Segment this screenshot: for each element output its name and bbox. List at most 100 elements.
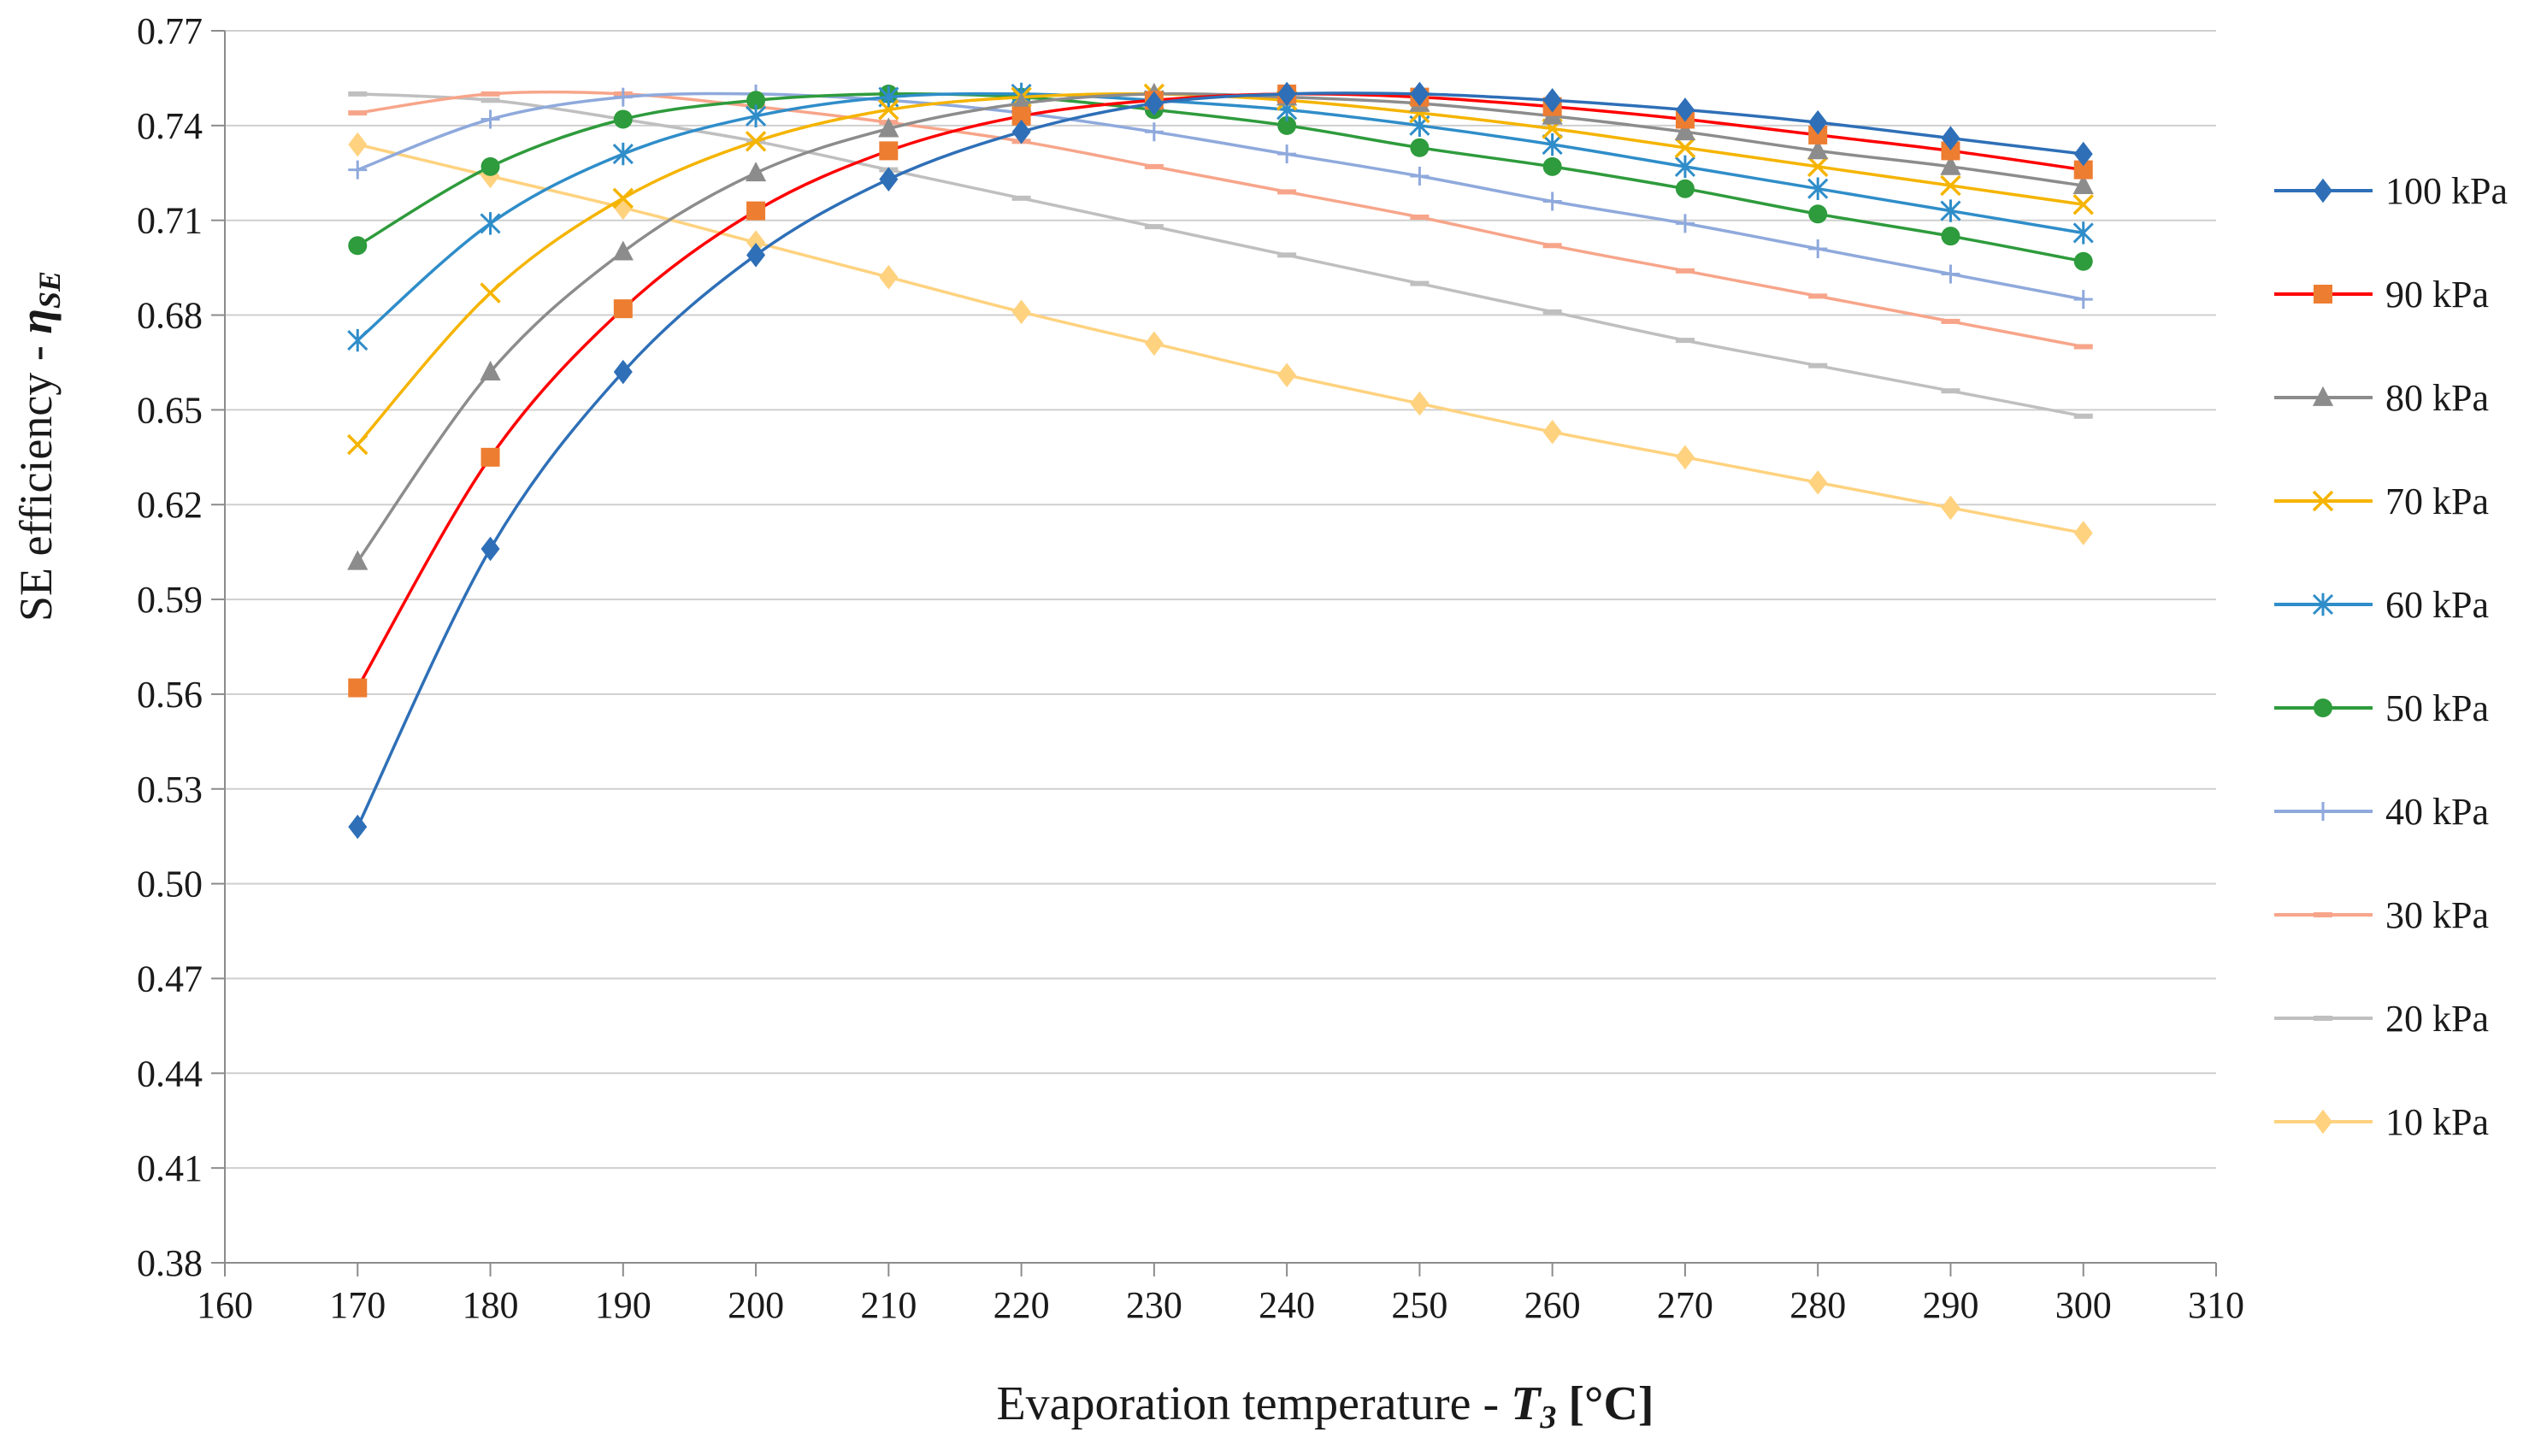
data-point: [613, 359, 633, 385]
data-point: [1542, 309, 1562, 315]
legend-entry: 70 kPa: [2274, 480, 2489, 522]
data-point: [348, 91, 368, 97]
series-line: [356, 92, 2084, 689]
data-point: [480, 91, 500, 97]
x-tick-label: 240: [1259, 1284, 1315, 1326]
data-point: [1808, 293, 1828, 299]
data-point: [1410, 280, 1430, 286]
legend-swatch-marker: [2312, 592, 2334, 616]
data-point: [878, 117, 899, 138]
data-point: [1940, 199, 1961, 222]
series-line: [357, 143, 2084, 535]
x-tick-label: 190: [595, 1284, 651, 1326]
data-point: [480, 156, 500, 176]
legend-swatch-marker: [2314, 178, 2332, 203]
data-point: [1011, 106, 1031, 126]
legend-entry: 40 kPa: [2274, 791, 2489, 833]
data-point: [2072, 174, 2094, 194]
series-50-kpa: [348, 84, 2093, 271]
series-20-kpa: [348, 91, 2093, 419]
y-tick-label: 0.44: [137, 1052, 203, 1094]
legend-entry: 80 kPa: [2274, 377, 2489, 419]
data-point: [480, 212, 501, 235]
data-point: [1674, 137, 1696, 158]
y-tick-label: 0.77: [137, 10, 203, 52]
data-point: [347, 433, 368, 456]
data-point: [2073, 521, 2093, 545]
x-tick-label: 300: [2055, 1284, 2112, 1326]
legend-swatch-marker: [2314, 1016, 2332, 1021]
series-line: [356, 91, 2084, 563]
gridlines: [225, 30, 2216, 1170]
data-point: [1807, 177, 1829, 200]
y-tick-label: 0.56: [137, 674, 203, 716]
y-tick-label: 0.62: [137, 484, 203, 526]
data-point: [1277, 363, 1297, 388]
data-point: [1808, 109, 1828, 135]
data-point: [1011, 119, 1031, 144]
y-tick-label: 0.71: [137, 200, 203, 242]
legend-label: 50 kPa: [2385, 687, 2489, 729]
y-tick-label: 0.68: [137, 295, 203, 337]
data-point: [480, 109, 500, 129]
y-tick-label: 0.50: [137, 864, 203, 905]
data-point: [1542, 133, 1563, 156]
x-tick-label: 200: [728, 1284, 784, 1326]
y-tick-label: 0.47: [137, 958, 203, 999]
data-point: [1144, 331, 1164, 357]
x-tick-label: 280: [1789, 1284, 1846, 1326]
x-tick-label: 290: [1922, 1284, 1978, 1326]
data-point: [1941, 264, 1960, 284]
data-point: [480, 447, 500, 467]
data-point: [1542, 156, 1562, 176]
legend-label: 90 kPa: [2385, 274, 2489, 315]
data-point: [612, 187, 634, 209]
data-point: [1808, 470, 1828, 495]
data-point: [1807, 156, 1829, 178]
data-point: [2073, 160, 2093, 180]
series-80-kpa: [347, 82, 2094, 570]
data-point: [1675, 97, 1695, 122]
series-60-kpa: [347, 82, 2094, 352]
data-point: [2073, 413, 2093, 419]
legend-label: 70 kPa: [2385, 480, 2489, 522]
data-point: [1808, 363, 1828, 368]
legend-label: 80 kPa: [2385, 377, 2489, 419]
data-point: [1410, 81, 1430, 107]
data-point: [480, 97, 500, 103]
data-point: [2073, 290, 2093, 309]
legend-label: 60 kPa: [2385, 584, 2489, 626]
x-tick-label: 180: [463, 1284, 519, 1326]
data-point: [1940, 155, 1961, 175]
data-point: [480, 360, 501, 380]
x-tick-label: 230: [1126, 1284, 1182, 1326]
data-point: [1277, 81, 1297, 107]
series-90-kpa: [348, 84, 2093, 698]
legend-entry: 90 kPa: [2274, 274, 2489, 315]
y-tick-label: 0.53: [137, 769, 203, 811]
data-point: [613, 109, 633, 129]
data-point: [879, 264, 899, 290]
series-layer: [347, 81, 2094, 840]
legend-label: 20 kPa: [2385, 998, 2489, 1040]
x-tick-label: 220: [993, 1284, 1050, 1326]
data-point: [1410, 166, 1430, 186]
data-point: [1675, 338, 1695, 344]
legend-swatch-marker: [2314, 699, 2332, 717]
data-point: [1941, 126, 1960, 150]
data-point: [348, 132, 368, 157]
legend-entry: 30 kPa: [2274, 894, 2489, 936]
data-point: [612, 240, 634, 261]
data-point: [347, 550, 368, 570]
data-point: [746, 201, 766, 221]
data-point: [879, 167, 899, 192]
data-point: [1410, 138, 1430, 157]
data-point: [1410, 391, 1430, 416]
data-point: [1808, 125, 1828, 144]
data-point: [1144, 163, 1164, 169]
data-point: [2072, 193, 2094, 215]
data-point: [613, 87, 633, 107]
series-100-kpa: [348, 81, 2093, 840]
data-point: [1807, 139, 1829, 160]
legend-entry: 60 kPa: [2274, 584, 2489, 626]
